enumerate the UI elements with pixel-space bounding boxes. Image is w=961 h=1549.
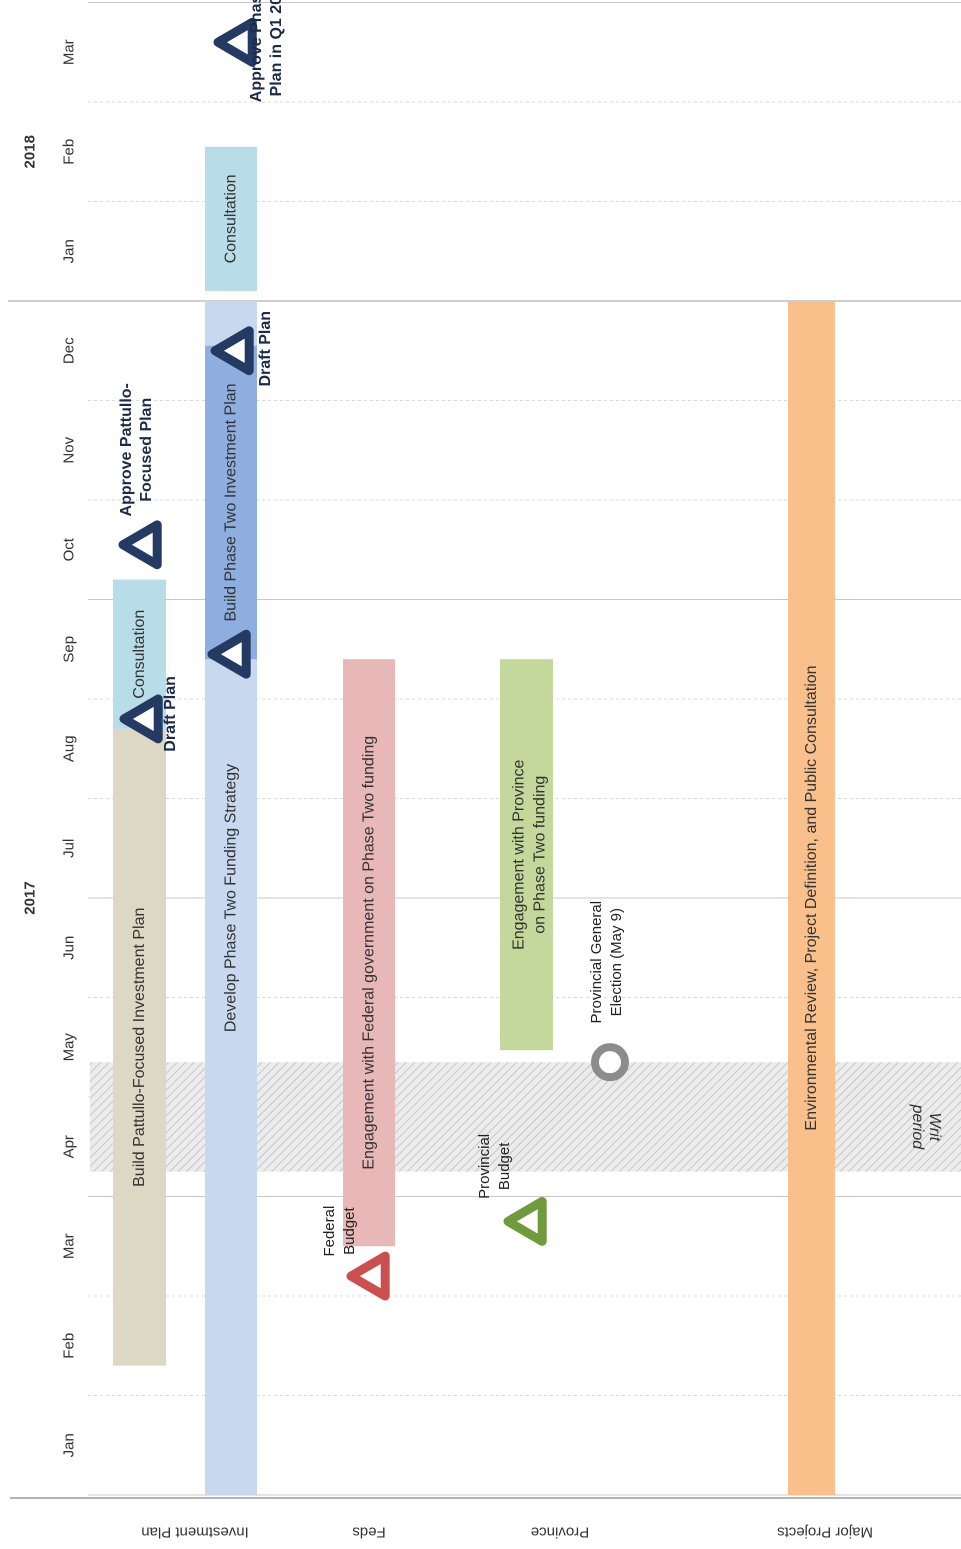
- milestone-label-5: Federal Budget: [321, 1206, 358, 1257]
- month-label-13: Feb: [61, 139, 78, 165]
- milestones-layer: Draft Plan Approve Pattullo- Focused Plan D…: [118, 0, 629, 1301]
- bar-label-province-6: Engagement with Province on Phase Two fun…: [511, 759, 549, 949]
- milestone-marker-4: [213, 17, 257, 67]
- year-label-0: 2017: [22, 881, 39, 914]
- month-label-5: Jun: [61, 936, 78, 960]
- milestone-marker-7: [591, 1043, 629, 1082]
- month-label-14: Mar: [61, 39, 78, 65]
- month-label-12: Jan: [61, 239, 78, 263]
- milestone-label-6: Provincial Budget: [476, 1134, 513, 1199]
- month-label-4: May: [61, 1033, 78, 1062]
- milestone-label-0: Draft Plan: [162, 676, 179, 752]
- bar-label-investment-1: Consultation: [131, 610, 148, 699]
- bar-province-6: [500, 659, 553, 1051]
- bar-feds-5: [343, 659, 395, 1247]
- month-label-2: Mar: [61, 1233, 78, 1259]
- bars-layer: Build Pattullo-Focused Investment Plan Co…: [113, 146, 835, 1495]
- milestone-marker-3: [210, 326, 254, 376]
- bar-label-investment-4: Consultation: [223, 174, 240, 263]
- lane-label-major: Major Projects: [777, 1524, 873, 1541]
- month-label-0: Jan: [61, 1433, 78, 1457]
- lane-label-feds: Feds: [352, 1524, 385, 1541]
- month-label-11: Dec: [61, 337, 78, 364]
- milestone-label-4: Approve Phase 2 Plan in Q1 2018: [248, 0, 285, 102]
- bar-label-investment-3: Build Phase Two Investment Plan: [223, 383, 240, 621]
- axis-layer: Jan Feb Mar Apr May Jun Jul Aug Sep Oct Nov Dec Jan F…: [10, 39, 961, 1541]
- milestone-label-1: Approve Pattullo- Focused Plan: [118, 383, 155, 516]
- month-label-7: Aug: [61, 735, 78, 762]
- bar-label-investment-2: Develop Phase Two Funding Strategy: [223, 764, 240, 1032]
- milestone-marker-0: [119, 694, 163, 744]
- milestone-marker-6: [503, 1196, 547, 1246]
- month-label-9: Oct: [61, 537, 78, 561]
- month-label-6: Jul: [61, 839, 78, 858]
- bar-investment-3: [205, 345, 257, 660]
- bar-investment-0: [113, 728, 166, 1366]
- month-label-10: Nov: [61, 436, 78, 463]
- milestone-label-7: Provincial General Election (May 9): [588, 901, 625, 1024]
- bar-label-investment-0: Build Pattullo-Focused Investment Plan: [131, 908, 148, 1187]
- month-label-3: Apr: [61, 1135, 78, 1158]
- bar-investment-4: [205, 146, 257, 292]
- month-label-1: Feb: [61, 1333, 78, 1359]
- bar-label-feds-5: Engagement with Federal government on Ph…: [361, 736, 378, 1170]
- year-label-1: 2018: [22, 135, 39, 168]
- lane-label-province: Province: [531, 1524, 589, 1541]
- lane-label-investment: Investment Plan: [141, 1524, 249, 1541]
- milestone-label-3: Draft Plan: [257, 311, 274, 387]
- milestone-marker-2: [207, 629, 251, 679]
- milestone-marker-1: [118, 520, 162, 570]
- bar-label-major-7: Environmental Review, Project Definition…: [803, 665, 820, 1130]
- writ-period-label: Writperiod: [909, 1104, 943, 1151]
- bar-major-7: [788, 301, 835, 1495]
- milestone-marker-5: [346, 1251, 390, 1301]
- month-label-8: Sep: [61, 636, 78, 663]
